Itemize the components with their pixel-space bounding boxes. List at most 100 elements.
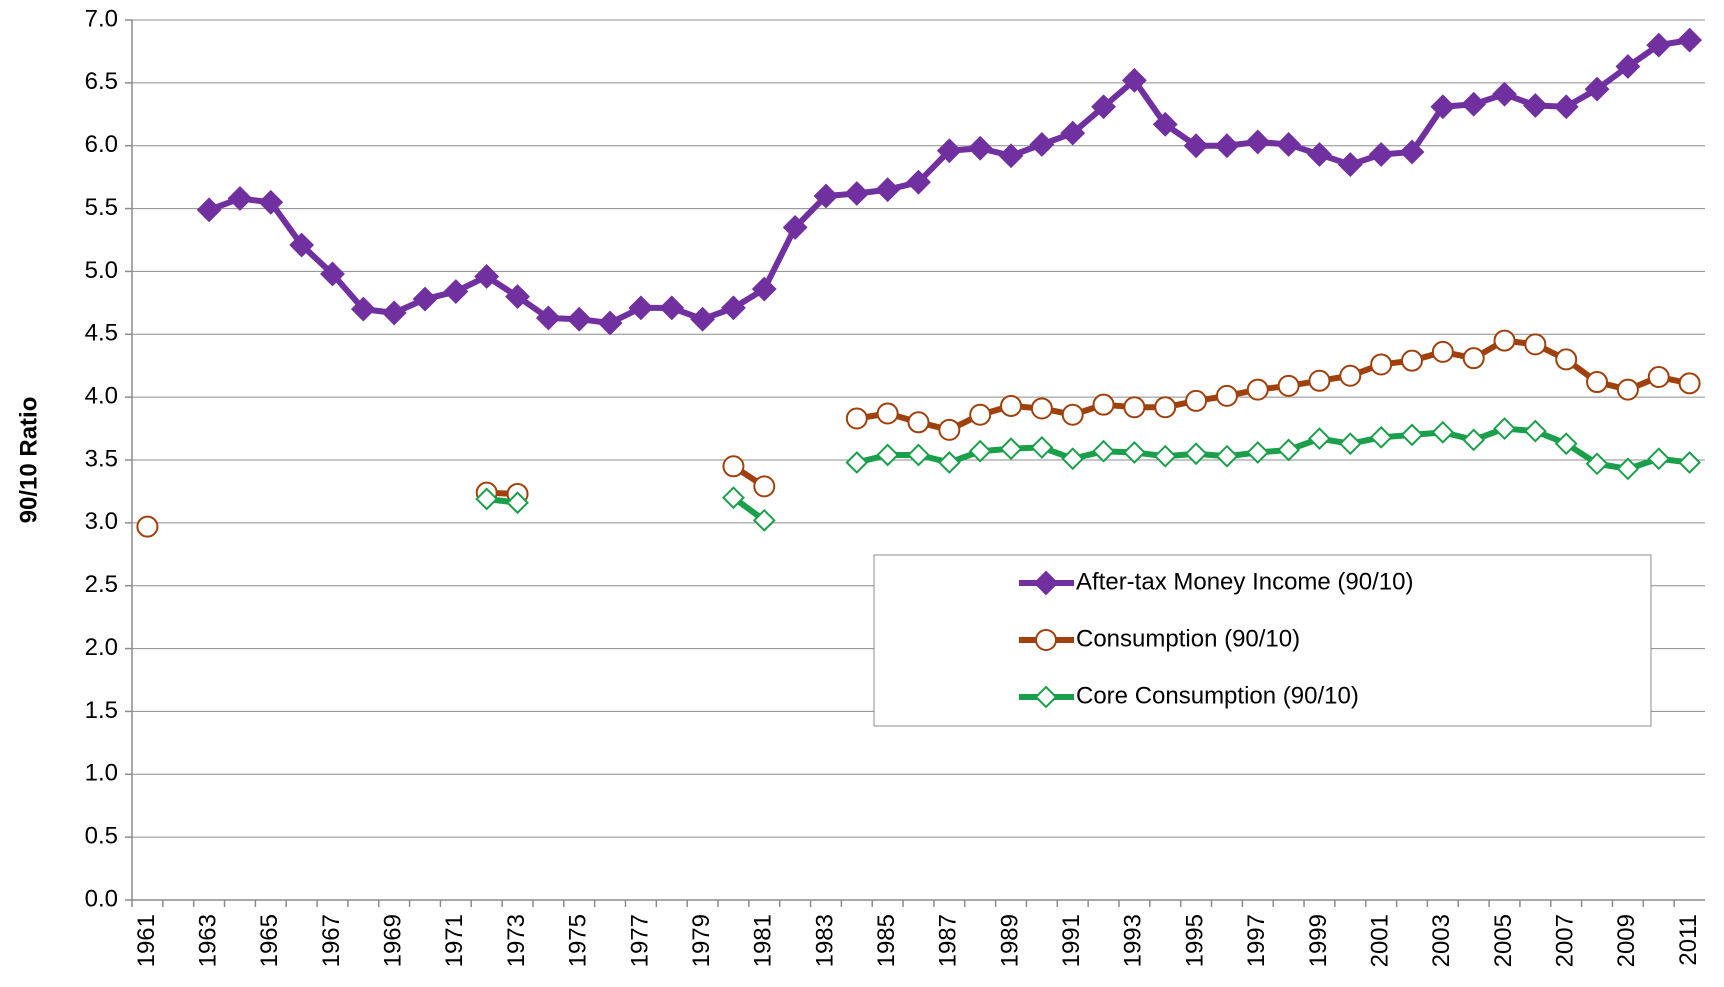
marker xyxy=(227,186,253,211)
marker xyxy=(443,279,469,304)
x-tick-label: 2007 xyxy=(1552,914,1579,967)
marker xyxy=(1060,120,1086,146)
x-tick-label: 1967 xyxy=(318,914,345,967)
marker xyxy=(1121,67,1147,93)
y-tick-label: 3.5 xyxy=(85,445,118,472)
series-line xyxy=(856,425,1690,472)
marker xyxy=(381,300,407,326)
y-tick-label: 1.0 xyxy=(85,760,118,787)
marker xyxy=(1461,91,1487,117)
marker xyxy=(1122,441,1146,464)
marker xyxy=(1185,389,1208,412)
marker xyxy=(1030,397,1053,420)
x-tick-label: 1981 xyxy=(750,914,777,967)
marker xyxy=(1153,444,1177,468)
x-tick-label: 1975 xyxy=(565,914,592,967)
marker xyxy=(350,296,376,322)
marker xyxy=(1339,364,1362,387)
marker xyxy=(1030,436,1054,459)
marker xyxy=(475,487,499,511)
marker xyxy=(1092,393,1115,416)
marker xyxy=(320,261,345,287)
marker xyxy=(505,284,530,309)
marker xyxy=(628,295,654,321)
marker xyxy=(412,286,438,312)
marker xyxy=(1524,333,1547,356)
y-tick-label: 6.0 xyxy=(85,131,118,158)
marker xyxy=(1368,142,1394,167)
x-tick-label: 1999 xyxy=(1305,914,1332,967)
marker xyxy=(1431,340,1454,363)
marker xyxy=(1431,420,1455,444)
x-tick-label: 1969 xyxy=(380,914,407,967)
marker xyxy=(907,443,930,467)
marker xyxy=(1246,441,1270,464)
x-tick-label: 2011 xyxy=(1675,914,1702,966)
y-tick-label: 1.5 xyxy=(85,697,118,724)
marker xyxy=(813,183,839,209)
marker xyxy=(1554,432,1578,456)
marker xyxy=(1586,371,1609,394)
marker xyxy=(1029,132,1055,157)
marker xyxy=(1277,438,1301,462)
x-tick-label: 1997 xyxy=(1243,914,1270,967)
legend-box xyxy=(873,554,1652,727)
marker xyxy=(967,135,993,161)
marker xyxy=(1369,425,1393,449)
marker xyxy=(845,407,868,430)
legend-label: After-tax Money Income (90/10) xyxy=(1076,568,1413,595)
marker xyxy=(844,181,870,206)
marker xyxy=(1091,94,1116,120)
marker xyxy=(1035,629,1057,651)
marker xyxy=(1677,27,1702,53)
marker xyxy=(875,177,901,203)
marker xyxy=(845,451,869,474)
marker xyxy=(1000,394,1023,417)
marker xyxy=(1616,378,1639,401)
marker xyxy=(1493,417,1516,440)
marker xyxy=(1462,428,1486,452)
marker xyxy=(1615,54,1641,79)
marker xyxy=(1277,374,1300,397)
marker xyxy=(1678,451,1701,474)
marker xyxy=(1400,423,1424,447)
marker xyxy=(1215,384,1238,407)
marker xyxy=(1370,353,1393,376)
marker xyxy=(1553,94,1579,120)
marker xyxy=(1245,129,1271,155)
marker xyxy=(1678,372,1701,395)
marker xyxy=(753,475,776,498)
x-tick-label: 2003 xyxy=(1428,914,1455,967)
marker xyxy=(1399,139,1425,165)
y-tick-label: 5.5 xyxy=(85,194,118,221)
marker xyxy=(289,232,315,258)
marker xyxy=(907,411,930,434)
marker xyxy=(876,402,899,425)
x-tick-label: 2009 xyxy=(1613,914,1640,967)
marker xyxy=(1337,152,1363,177)
marker xyxy=(1584,76,1610,102)
legend-label: Consumption (90/10) xyxy=(1076,625,1300,652)
y-tick-label: 5.0 xyxy=(85,257,118,284)
marker xyxy=(1123,396,1146,419)
marker xyxy=(999,437,1023,461)
x-tick-label: 1979 xyxy=(688,914,715,967)
marker xyxy=(1307,142,1332,167)
x-tick-label: 1995 xyxy=(1181,914,1208,967)
x-tick-label: 2001 xyxy=(1366,914,1393,967)
y-tick-label: 3.0 xyxy=(85,508,118,535)
marker xyxy=(1034,685,1058,709)
x-tick-label: 1961 xyxy=(133,914,160,967)
marker xyxy=(1462,347,1485,370)
marker xyxy=(1033,570,1059,596)
marker xyxy=(1214,133,1240,159)
marker xyxy=(566,306,592,332)
marker xyxy=(1092,439,1115,463)
series xyxy=(136,329,1701,538)
x-tick-label: 1991 xyxy=(1058,914,1085,967)
marker xyxy=(1215,444,1239,468)
marker xyxy=(1246,378,1269,401)
y-tick-label: 4.0 xyxy=(85,382,118,409)
marker xyxy=(506,491,529,515)
y-tick-label: 7.0 xyxy=(85,5,118,32)
